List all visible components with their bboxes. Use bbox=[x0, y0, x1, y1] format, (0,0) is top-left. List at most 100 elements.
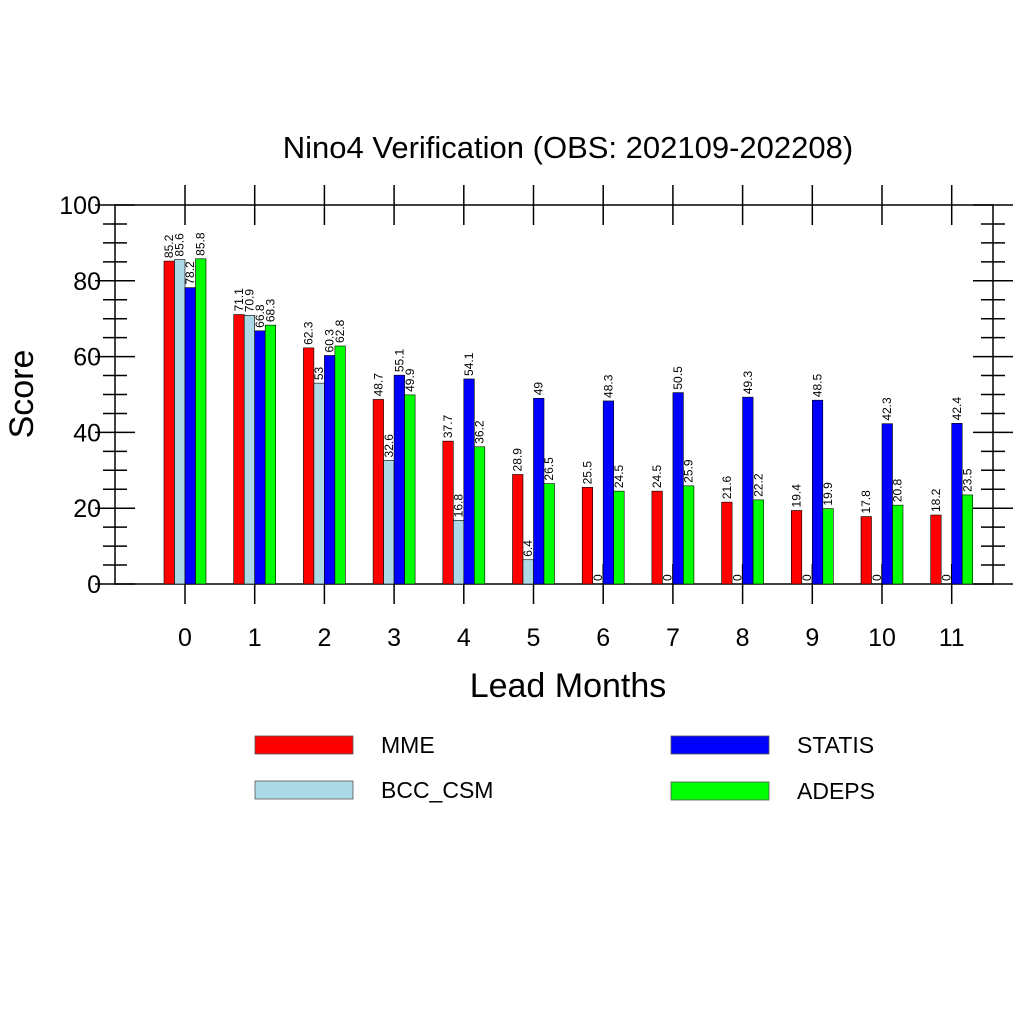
x-tick-label: 7 bbox=[666, 624, 680, 652]
x-tick-label: 10 bbox=[868, 624, 896, 652]
bar-mme-lead-11 bbox=[930, 514, 942, 585]
bar-bcc_csm-lead-2 bbox=[313, 382, 325, 585]
bar-mme-lead-6 bbox=[581, 487, 594, 585]
data-label: 0 bbox=[800, 574, 814, 581]
legend-label-mme: MME bbox=[381, 732, 435, 758]
y-tick-label: 20 bbox=[73, 495, 101, 523]
x-tick-label: 5 bbox=[527, 624, 541, 652]
data-label: 54.1 bbox=[462, 352, 476, 376]
data-label: 85.2 bbox=[162, 234, 176, 258]
y-tick-label: 0 bbox=[87, 571, 101, 599]
data-label: 55.1 bbox=[392, 348, 406, 372]
axes: 0 20 40 60 80 100 0 1 2 3 4 5 6 7 8 9 10 11 bbox=[59, 185, 1013, 652]
y-tick-label: 80 bbox=[73, 268, 101, 296]
data-label: 50.5 bbox=[671, 366, 685, 390]
data-label: 28.9 bbox=[511, 448, 525, 472]
data-label: 48.3 bbox=[601, 374, 615, 398]
data-label: 20.8 bbox=[891, 478, 905, 502]
data-label: 49.3 bbox=[741, 370, 755, 394]
data-label: 0 bbox=[591, 574, 605, 581]
data-label: 21.6 bbox=[720, 475, 734, 499]
data-label: 70.9 bbox=[242, 289, 256, 313]
bar-mme-lead-5 bbox=[512, 474, 524, 585]
data-label: 32.6 bbox=[382, 434, 396, 458]
data-label: 49 bbox=[532, 382, 546, 396]
data-label: 48.5 bbox=[811, 374, 825, 398]
bar-statis-lead-9 bbox=[811, 399, 824, 585]
chart-title: Nino4 Verification (OBS: 202109-202208) bbox=[283, 130, 853, 165]
x-tick-label: 3 bbox=[387, 624, 401, 652]
y-tick-label: 40 bbox=[73, 419, 101, 447]
bar-adeps-lead-11 bbox=[961, 494, 974, 585]
bar-statis-lead-4 bbox=[463, 378, 475, 585]
data-label: 42.4 bbox=[950, 397, 964, 421]
data-label: 36.2 bbox=[473, 420, 487, 444]
y-tick-label: 60 bbox=[73, 344, 101, 372]
data-label: 42.3 bbox=[880, 397, 894, 421]
data-label: 19.9 bbox=[821, 482, 835, 506]
data-label: 48.7 bbox=[371, 373, 385, 397]
data-label: 23.5 bbox=[960, 468, 974, 492]
bar-bcc_csm-lead-4 bbox=[452, 520, 465, 585]
bar-adeps-lead-10 bbox=[892, 504, 904, 585]
bar-statis-lead-1 bbox=[254, 330, 266, 585]
data-label: 24.5 bbox=[650, 464, 664, 488]
x-tick-label: 2 bbox=[317, 624, 331, 652]
data-label: 37.7 bbox=[441, 414, 455, 438]
data-label: 6.4 bbox=[521, 540, 535, 557]
legend-label-adeps: ADEPS bbox=[797, 778, 875, 804]
legend-swatch-statis bbox=[670, 735, 770, 755]
x-tick-label: 9 bbox=[805, 624, 819, 652]
legend-swatch-adeps bbox=[670, 781, 770, 801]
data-label: 78.2 bbox=[183, 261, 197, 285]
data-label: 68.3 bbox=[263, 298, 277, 322]
data-label: 19.4 bbox=[790, 484, 804, 508]
data-label: 85.6 bbox=[173, 233, 187, 257]
data-label: 53 bbox=[312, 366, 326, 380]
bar-statis-lead-2 bbox=[324, 355, 336, 585]
x-tick-label: 1 bbox=[248, 624, 262, 652]
data-label: 16.8 bbox=[452, 494, 466, 518]
data-label: 62.8 bbox=[333, 319, 347, 343]
bar-adeps-lead-2 bbox=[334, 345, 346, 585]
bar-mme-lead-4 bbox=[442, 440, 454, 585]
bar-statis-lead-3 bbox=[393, 374, 405, 585]
bar-mme-lead-3 bbox=[372, 399, 384, 585]
bar-statis-lead-11 bbox=[951, 423, 963, 585]
data-label: 25.9 bbox=[682, 459, 696, 483]
bar-statis-lead-10 bbox=[881, 423, 893, 585]
x-tick-label: 0 bbox=[178, 624, 192, 652]
data-label: 85.8 bbox=[194, 232, 208, 256]
bars-group bbox=[163, 258, 974, 585]
legend-swatch-mme bbox=[254, 735, 354, 755]
bar-adeps-lead-8 bbox=[752, 499, 764, 585]
bar-mme-lead-9 bbox=[790, 510, 803, 585]
bar-mme-lead-8 bbox=[721, 501, 733, 585]
legend-swatch-bcc_csm bbox=[254, 780, 354, 800]
data-label: 66.8 bbox=[253, 304, 267, 328]
data-label: 49.9 bbox=[403, 368, 417, 392]
legend-label-statis: STATIS bbox=[797, 732, 874, 758]
bar-statis-lead-7 bbox=[672, 392, 684, 585]
data-label: 26.5 bbox=[542, 457, 556, 481]
bar-adeps-lead-7 bbox=[683, 485, 695, 585]
bar-mme-lead-1 bbox=[233, 314, 245, 585]
y-axis-label: Score bbox=[3, 350, 41, 439]
data-label: 0 bbox=[661, 574, 675, 581]
data-label: 60.3 bbox=[323, 329, 337, 353]
bar-mme-lead-2 bbox=[303, 347, 315, 585]
bar-adeps-lead-3 bbox=[404, 394, 416, 585]
data-label: 24.5 bbox=[612, 464, 626, 488]
data-label: 18.2 bbox=[929, 488, 943, 512]
bar-bcc_csm-lead-3 bbox=[383, 460, 395, 585]
bar-adeps-lead-1 bbox=[264, 324, 277, 585]
bar-bcc_csm-lead-0 bbox=[174, 259, 186, 585]
bar-statis-lead-6 bbox=[602, 400, 615, 585]
data-label: 0 bbox=[870, 574, 884, 581]
x-tick-label: 4 bbox=[457, 624, 471, 652]
bar-adeps-lead-0 bbox=[195, 258, 207, 585]
bar-adeps-lead-9 bbox=[822, 508, 834, 585]
bar-adeps-lead-5 bbox=[543, 483, 555, 585]
